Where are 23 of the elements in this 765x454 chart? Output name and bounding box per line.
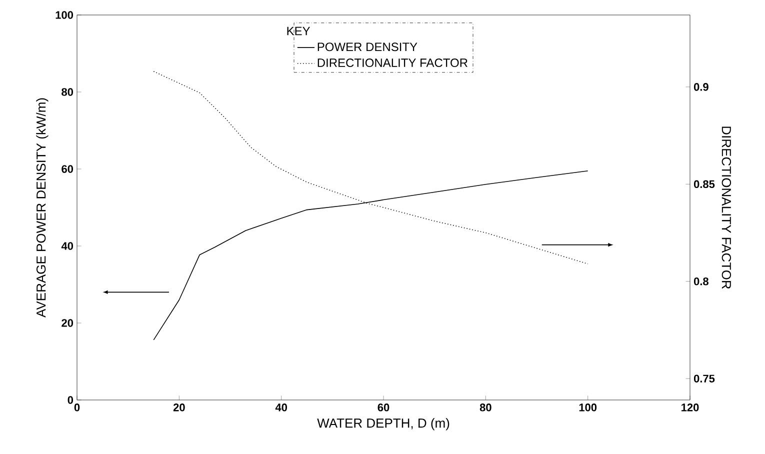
y-tick-label: 40: [61, 242, 74, 250]
y2-tick-label: 0.8: [694, 277, 708, 286]
x-tick-label: 0: [74, 404, 80, 412]
y2-tick-label: 0.9: [694, 83, 708, 91]
x-tick-label: 100: [579, 404, 597, 412]
x-axis-title: WATER DEPTH, D (m): [317, 418, 450, 430]
legend-label: POWER DENSITY: [318, 42, 418, 52]
legend-title: KEY: [287, 26, 310, 36]
y2-tick-label: 0.85: [694, 180, 715, 188]
y-tick-label: 100: [56, 11, 74, 19]
x-tick-label: 80: [480, 404, 492, 412]
y2-tick-label: 0.75: [694, 374, 715, 382]
x-tick-label: 60: [378, 404, 390, 412]
legend-label: DIRECTIONALITY FACTOR: [318, 58, 468, 68]
y-tick-label: 80: [62, 88, 74, 96]
x-tick-label: 40: [275, 404, 287, 412]
y-tick-label: 60: [62, 165, 74, 173]
y-axis-title: AVERAGE POWER DENSITY (kW/m): [36, 98, 48, 318]
y-tick-label: 0: [68, 396, 74, 404]
x-tick-label: 20: [173, 404, 185, 412]
y-tick-label: 20: [62, 319, 74, 327]
x-tick-label: 120: [682, 404, 699, 412]
y2-axis-title: DIRECTIONALITY FACTOR: [722, 126, 732, 289]
